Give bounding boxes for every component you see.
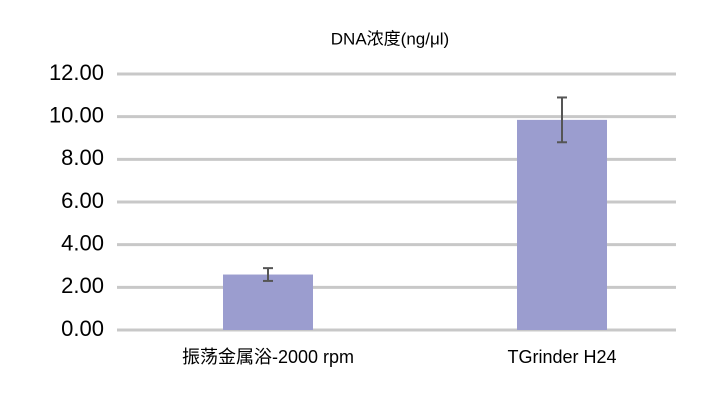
bar bbox=[517, 119, 607, 330]
y-tick-label: 12.00 bbox=[49, 60, 104, 85]
x-tick-label: 振荡金属浴-2000 rpm bbox=[182, 347, 354, 367]
y-tick-label: 0.00 bbox=[61, 316, 104, 341]
y-tick-label: 10.00 bbox=[49, 102, 104, 127]
bar bbox=[223, 274, 313, 330]
x-tick-label: TGrinder H24 bbox=[507, 347, 616, 367]
chart-title: DNA浓度(ng/μl) bbox=[331, 29, 449, 48]
y-tick-label: 2.00 bbox=[61, 273, 104, 298]
y-tick-label: 6.00 bbox=[61, 188, 104, 213]
y-tick-label: 4.00 bbox=[61, 230, 104, 255]
y-tick-label: 8.00 bbox=[61, 145, 104, 170]
